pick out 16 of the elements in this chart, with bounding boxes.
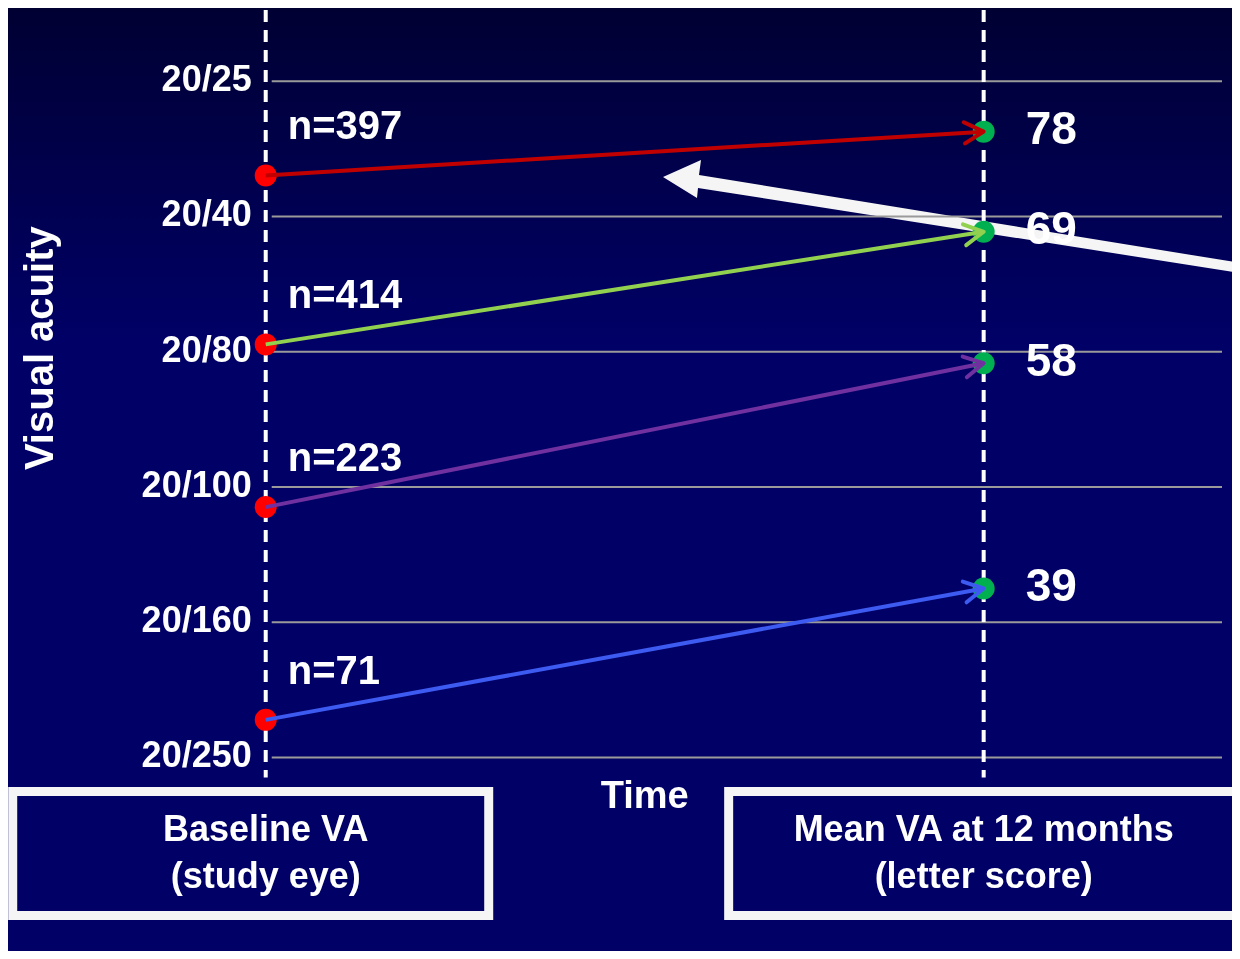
text: 20/80 [161, 328, 252, 370]
x-tick-label: Baseline VA (study eye) [163, 807, 369, 896]
y-axis-title: Visual acuity [17, 225, 62, 471]
x-axis-title: Time [600, 773, 689, 816]
annotation: n=71 [287, 647, 381, 692]
text: 20/100 [141, 463, 252, 505]
annotation: n=223 [287, 435, 403, 480]
x-tick-label: Mean VA at 12 months (letter score) [793, 807, 1174, 896]
text: 20/160 [141, 599, 252, 641]
annotation: n=414 [287, 272, 403, 317]
annotation: 39 [1025, 559, 1077, 612]
annotation: 78 [1025, 102, 1077, 155]
text: 20/40 [161, 193, 252, 235]
text: 20/250 [141, 734, 252, 776]
annotation: n=397 [287, 103, 403, 148]
text: 20/25 [161, 58, 252, 100]
